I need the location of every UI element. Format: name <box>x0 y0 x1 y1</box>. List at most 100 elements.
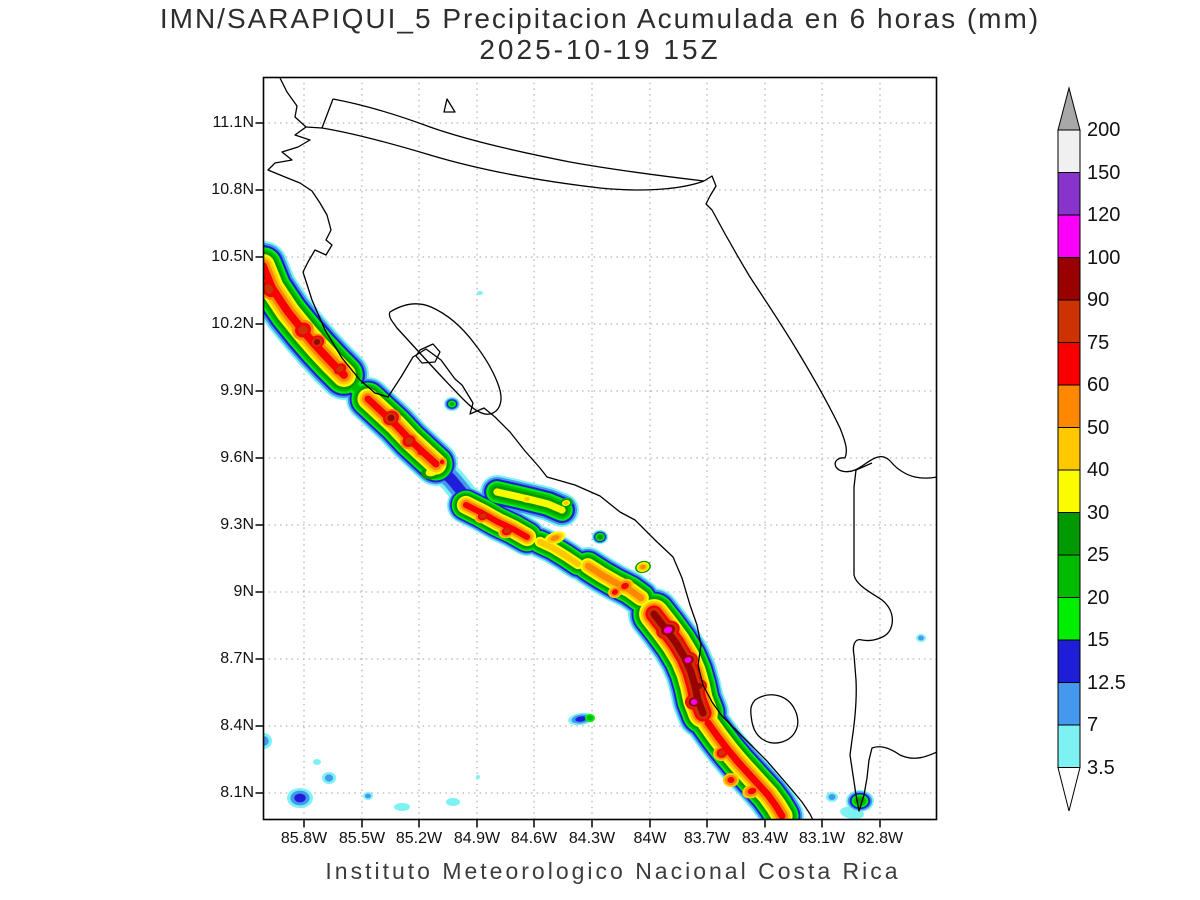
precip-cell <box>611 589 619 595</box>
lat-tick-label: 10.8N <box>211 181 254 198</box>
precip-band <box>462 501 531 541</box>
precip-cell <box>718 750 726 756</box>
colorbar-label: 200 <box>1087 119 1121 141</box>
lon-tick-label: 82.8W <box>856 830 904 847</box>
lat-tick-label: 8.1N <box>220 784 254 801</box>
precip-cell <box>449 401 455 407</box>
precip-cell <box>405 437 413 445</box>
colorbar-label: 40 <box>1087 459 1110 481</box>
precip-cell <box>524 496 530 502</box>
coastline-path <box>703 175 847 459</box>
colorbar-label: 120 <box>1087 204 1121 226</box>
coastline-path <box>267 126 333 273</box>
colorbar-box <box>1057 257 1081 301</box>
colorbar-box <box>1057 427 1081 471</box>
precip-cell <box>394 803 410 811</box>
lat-tick-label: 9.3N <box>220 516 254 533</box>
precip-cell <box>365 793 371 799</box>
coastline-path <box>321 127 705 191</box>
precip-cell <box>597 535 603 539</box>
precip-band <box>364 395 440 468</box>
lon-tick-label: 83.1W <box>798 830 846 847</box>
lat-tick-label: 10.2N <box>211 315 254 332</box>
precip-cell <box>563 501 569 505</box>
colorbar-label: 60 <box>1087 374 1110 396</box>
lon-tick-label: 84.6W <box>510 830 558 847</box>
precip-cell <box>476 775 480 779</box>
precip-cell <box>918 635 924 641</box>
precip-band <box>536 538 582 568</box>
colorbar-box <box>1057 469 1081 513</box>
colorbar-label: 100 <box>1087 246 1121 269</box>
colorbar-over-arrow <box>1057 86 1081 131</box>
precip-cell <box>324 774 334 782</box>
coastline-path <box>834 456 938 479</box>
coastline-path <box>388 303 502 415</box>
coastlines <box>267 77 938 821</box>
figure-title-line1: IMN/SARAPIQUI_5 Precipitacion Acumulada … <box>159 3 1041 34</box>
precip-cell <box>263 736 269 746</box>
precip-cell <box>336 365 344 373</box>
colorbar-label: 3.5 <box>1087 756 1115 779</box>
precip-cell <box>479 513 487 519</box>
precip-cell <box>828 794 836 800</box>
lon-tick-label: 84W <box>633 830 667 847</box>
colorbar-box <box>1057 172 1081 216</box>
coastline-path <box>279 77 307 128</box>
lat-tick-label: 8.7N <box>220 650 254 667</box>
coastline-path <box>305 98 334 129</box>
precip-cell <box>503 528 511 534</box>
lon-tick-label: 85.8W <box>280 830 328 847</box>
colorbar-label: 150 <box>1087 161 1121 184</box>
precip-cell <box>550 535 560 541</box>
precip-cell <box>417 448 425 456</box>
colorbar-box <box>1057 682 1081 726</box>
coastline-path <box>302 271 814 821</box>
precip-cell <box>313 339 321 345</box>
precip-cell <box>695 682 703 690</box>
colorbar-box <box>1057 129 1081 173</box>
lon-tick-label: 85.2W <box>395 830 443 847</box>
precip-cell <box>387 414 395 422</box>
coastline-path <box>332 98 705 182</box>
lon-tick-label: 84.9W <box>453 830 501 847</box>
colorbar-label: 90 <box>1087 289 1110 311</box>
precip-cell <box>727 776 735 784</box>
lat-tick-label: 8.4N <box>220 717 254 734</box>
colorbar-box <box>1057 597 1081 641</box>
precip-band <box>704 719 786 820</box>
colorbar-label: 75 <box>1087 331 1110 354</box>
colorbar-box <box>1057 299 1081 343</box>
coastline-path <box>849 739 938 812</box>
colorbar-label: 12.5 <box>1087 671 1126 694</box>
coastline-path <box>443 98 456 113</box>
colorbar-label: 20 <box>1087 586 1110 609</box>
lon-tick-label: 83.4W <box>741 830 789 847</box>
colorbar-label: 25 <box>1087 544 1110 566</box>
footer-text: Instituto Meteorologico Nacional Costa R… <box>325 858 901 884</box>
coastline-path <box>415 343 441 364</box>
precip-cell <box>439 459 445 465</box>
lat-tick-label: 9.9N <box>220 382 254 399</box>
colorbar <box>1057 86 1081 812</box>
precip-cell <box>313 759 321 765</box>
colorbar-box <box>1057 639 1081 683</box>
precip-band <box>493 488 566 514</box>
colorbar-box <box>1057 512 1081 556</box>
lat-tick-label: 11.1N <box>212 114 254 131</box>
precipitation-map <box>255 76 938 828</box>
coastline-path <box>750 694 799 744</box>
precip-cell <box>294 793 306 803</box>
colorbar-box <box>1057 342 1081 386</box>
colorbar-label: 7 <box>1087 714 1099 736</box>
precip-cell <box>690 699 698 705</box>
coastline-path <box>851 462 893 741</box>
colorbar-label: 15 <box>1087 629 1110 651</box>
lon-tick-label: 83.7W <box>683 830 731 847</box>
precip-cell <box>587 715 593 721</box>
lat-tick-label: 10.5N <box>211 248 254 265</box>
colorbar-box <box>1057 554 1081 598</box>
lat-tick-label: 9N <box>233 583 254 600</box>
colorbar-label: 30 <box>1087 501 1110 524</box>
precip-cell <box>747 787 757 795</box>
